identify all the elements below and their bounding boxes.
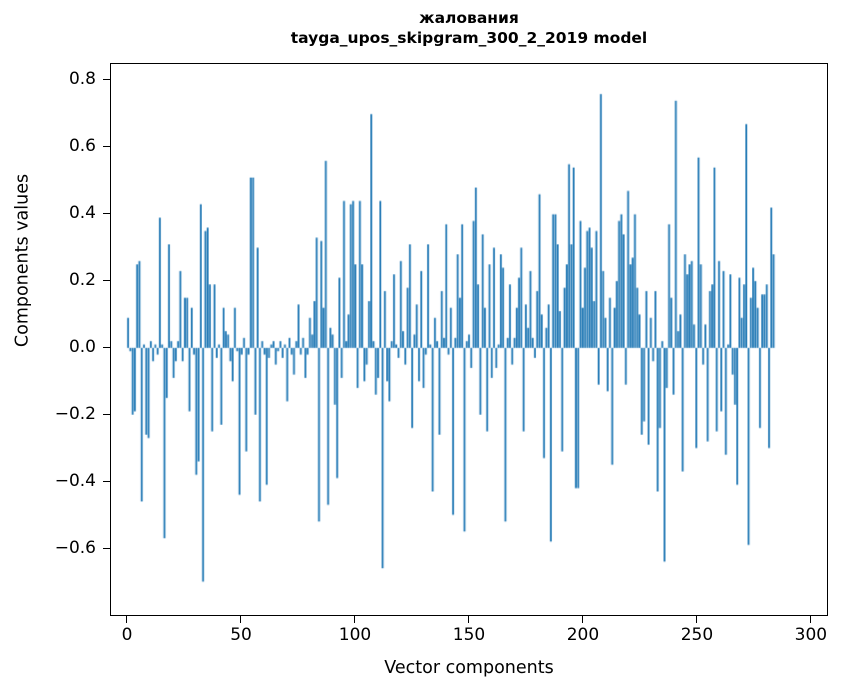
x-tick-mark — [810, 616, 812, 623]
y-tick-label: −0.6 — [54, 537, 96, 558]
y-tick-mark — [103, 146, 110, 148]
x-tick-mark — [240, 616, 242, 623]
x-tick-label: 100 — [338, 625, 372, 645]
x-tick-label: 150 — [452, 625, 486, 645]
y-tick-label: 0.8 — [68, 68, 96, 89]
x-tick-mark — [354, 616, 356, 623]
y-tick-mark — [103, 213, 110, 215]
x-tick-mark — [468, 616, 470, 623]
chart-title-model: tayga_upos_skipgram_300_2_2019 model — [290, 29, 648, 47]
y-tick-mark — [103, 347, 110, 349]
y-axis-label: Components values — [12, 173, 33, 348]
x-tick-label: 200 — [566, 625, 600, 645]
y-tick-mark — [103, 481, 110, 483]
y-tick-label: −0.2 — [54, 403, 96, 424]
y-tick-mark — [103, 548, 110, 550]
y-tick-label: 0.2 — [68, 269, 96, 290]
y-tick-label: 0.6 — [68, 135, 96, 156]
y-tick-label: 0.4 — [68, 202, 96, 223]
y-tick-label: 0.0 — [68, 336, 96, 357]
x-axis-label: Vector components — [384, 658, 554, 678]
chart-title: жалования tayga_upos_skipgram_300_2_2019… — [110, 8, 828, 48]
chart-title-word: жалования — [419, 9, 519, 27]
y-tick-mark — [103, 414, 110, 416]
x-tick-mark — [582, 616, 584, 623]
x-tick-mark — [126, 616, 128, 623]
y-tick-label: −0.4 — [54, 470, 96, 491]
y-tick-mark — [103, 79, 110, 81]
plot-axes — [110, 63, 828, 616]
x-tick-label: 300 — [794, 625, 828, 645]
x-tick-label: 50 — [230, 625, 252, 645]
y-tick-mark — [103, 280, 110, 282]
bar-series-canvas — [111, 64, 827, 615]
x-tick-label: 0 — [121, 625, 133, 645]
x-tick-mark — [696, 616, 698, 623]
x-tick-label: 250 — [680, 625, 714, 645]
